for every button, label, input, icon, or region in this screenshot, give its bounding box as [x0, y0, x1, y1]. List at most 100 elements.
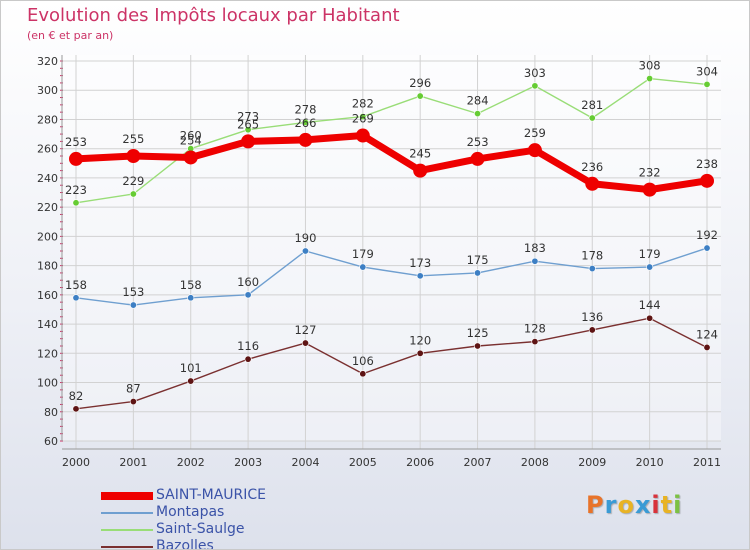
x-tick-label: 2004 [291, 456, 319, 469]
data-label: 179 [639, 247, 661, 261]
series-line [75, 132, 708, 194]
data-point [474, 269, 482, 277]
legend-label: Saint-Saulge [156, 521, 245, 537]
x-tick-label: 2005 [349, 456, 377, 469]
data-point [183, 150, 198, 165]
x-tick-label: 2006 [406, 456, 434, 469]
data-point [244, 355, 252, 363]
data-label: 153 [122, 285, 144, 299]
data-point [301, 118, 309, 126]
y-tick-label: 160 [37, 289, 58, 302]
data-label: 303 [524, 66, 546, 80]
data-point [642, 182, 657, 197]
series-saint-saulge: 223 229 260 273 278 282 296 284 303 281 308 304 [65, 59, 718, 207]
data-label: 127 [294, 323, 316, 337]
data-point [129, 301, 137, 309]
x-tick-label: 2008 [521, 456, 549, 469]
y-tick-label: 260 [37, 143, 58, 156]
data-point [416, 272, 424, 280]
data-label: 238 [696, 157, 718, 171]
data-label: 266 [294, 116, 316, 130]
y-tick-label: 60 [44, 435, 58, 448]
data-label: 136 [581, 310, 603, 324]
data-point [703, 244, 711, 252]
data-point [72, 199, 80, 207]
y-tick-label: 200 [37, 230, 58, 243]
series-saint-maurice: 253 255 254 265 266 269 245 253 259 236 232 238 [65, 112, 718, 197]
data-label: 173 [409, 256, 431, 270]
data-point [129, 190, 137, 198]
data-point [416, 92, 424, 100]
series-line [75, 317, 708, 410]
data-point [129, 398, 137, 406]
data-label: 125 [467, 326, 489, 340]
logo-letter: x [634, 491, 652, 519]
data-point [703, 80, 711, 88]
y-tick-label: 220 [37, 201, 58, 214]
data-point [531, 338, 539, 346]
data-label: 179 [352, 247, 374, 261]
data-label: 190 [294, 231, 316, 245]
data-point [474, 342, 482, 350]
data-point [355, 128, 370, 143]
data-point [298, 132, 313, 147]
proxiti-logo: Proxiti [586, 491, 682, 519]
data-label: 278 [294, 102, 316, 116]
legend-swatch [101, 528, 153, 531]
data-label: 273 [237, 110, 259, 124]
data-point [187, 294, 195, 302]
legend-swatch [101, 545, 153, 548]
x-tick-label: 2010 [636, 456, 664, 469]
legend-label: SAINT-MAURICE [156, 487, 267, 503]
data-label: 158 [65, 278, 87, 292]
data-label: 120 [409, 333, 431, 347]
data-label: 106 [352, 354, 374, 368]
series-montapas: 158 153 158 160 190 179 173 175 183 178 179 192 [65, 228, 718, 309]
data-point [703, 343, 711, 351]
data-point [244, 126, 252, 134]
data-point [585, 176, 600, 191]
y-tick-label: 300 [37, 84, 58, 97]
logo-letter: r [604, 491, 618, 519]
data-point [413, 163, 428, 178]
data-label: 236 [581, 160, 603, 174]
data-label: 253 [65, 135, 87, 149]
data-point [359, 113, 367, 121]
data-label: 284 [467, 94, 489, 108]
data-label: 160 [237, 275, 259, 289]
data-point [527, 143, 542, 158]
data-point [241, 134, 256, 149]
data-point [700, 173, 714, 188]
logo-letter: i [651, 491, 661, 519]
y-tick-label: 320 [37, 55, 58, 68]
data-label: 265 [237, 117, 259, 131]
chart-subtitle: (en € et par an) [27, 29, 114, 42]
data-point [359, 370, 367, 378]
data-label: 232 [639, 166, 661, 180]
x-tick-label: 2009 [578, 456, 606, 469]
logo-letter: P [586, 491, 605, 519]
y-tick-label: 280 [37, 113, 58, 126]
data-label: 269 [352, 112, 374, 126]
plot-area [62, 55, 721, 441]
data-point [588, 326, 596, 334]
legend-swatch [101, 511, 153, 514]
series-bazolles: 82 87 101 116 127 106 120 125 128 136 144 124 [69, 298, 718, 413]
data-point [301, 339, 309, 347]
y-tick-label: 100 [37, 377, 58, 390]
data-label: 260 [180, 129, 202, 143]
data-label: 223 [65, 183, 87, 197]
data-point [72, 294, 80, 302]
data-label: 308 [639, 59, 661, 73]
x-tick-label: 2002 [177, 456, 205, 469]
data-label: 192 [696, 228, 718, 242]
data-point [359, 263, 367, 271]
x-tick-label: 2001 [119, 456, 147, 469]
data-label: 87 [126, 382, 141, 396]
data-point [187, 377, 195, 385]
data-label: 175 [467, 253, 489, 267]
data-point [244, 291, 252, 299]
data-point [416, 349, 424, 357]
x-tick-label: 2003 [234, 456, 262, 469]
data-label: 296 [409, 76, 431, 90]
